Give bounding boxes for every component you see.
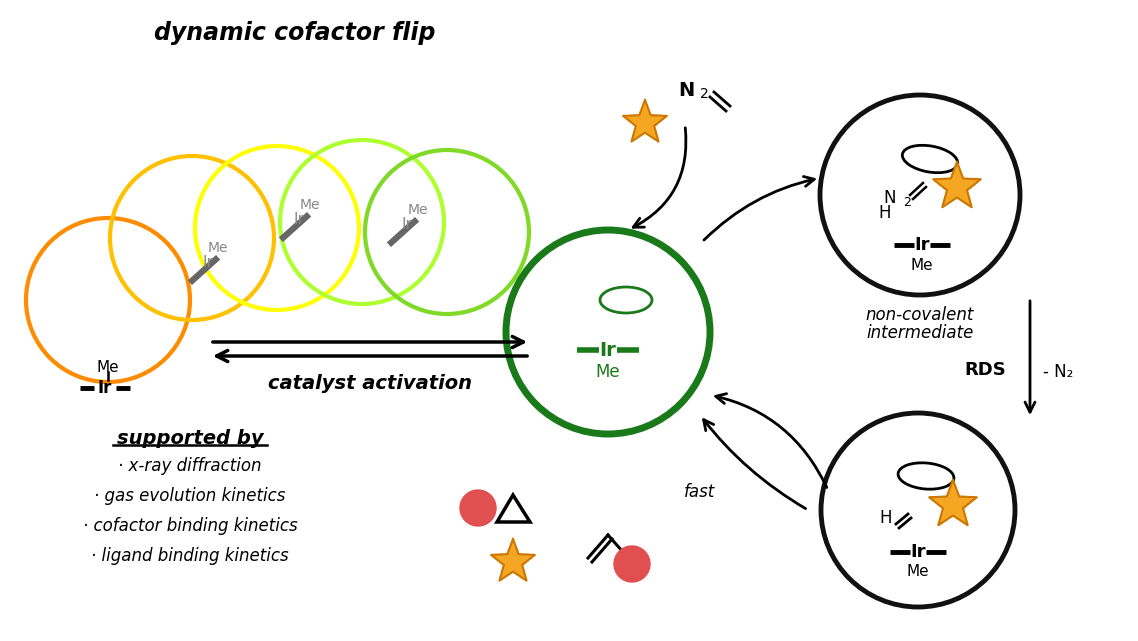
FancyArrowPatch shape	[716, 394, 827, 488]
FancyArrowPatch shape	[704, 176, 815, 240]
Circle shape	[460, 490, 496, 526]
Text: dynamic cofactor flip: dynamic cofactor flip	[155, 21, 436, 45]
Text: H: H	[879, 204, 891, 222]
Text: N: N	[884, 189, 897, 207]
Circle shape	[615, 546, 650, 582]
Text: Ir: Ir	[203, 254, 214, 269]
Text: · cofactor binding kinetics: · cofactor binding kinetics	[83, 517, 297, 535]
Text: Ir: Ir	[294, 212, 305, 226]
Polygon shape	[492, 539, 535, 581]
Text: catalyst activation: catalyst activation	[269, 374, 472, 392]
Text: Ir: Ir	[600, 340, 617, 360]
Text: N: N	[678, 81, 694, 99]
Text: · gas evolution kinetics: · gas evolution kinetics	[94, 487, 286, 505]
Text: Me: Me	[595, 363, 620, 381]
Text: · ligand binding kinetics: · ligand binding kinetics	[91, 547, 289, 565]
Text: non-covalent: non-covalent	[866, 306, 974, 324]
FancyArrowPatch shape	[1025, 301, 1034, 412]
Polygon shape	[930, 480, 976, 525]
Text: Me: Me	[97, 360, 119, 374]
Text: fast: fast	[684, 483, 716, 501]
Text: Ir: Ir	[402, 217, 412, 231]
Text: supported by: supported by	[117, 428, 263, 447]
Text: Me: Me	[299, 198, 320, 212]
Text: intermediate: intermediate	[866, 324, 974, 342]
Text: H: H	[880, 509, 892, 527]
Text: 2: 2	[902, 196, 910, 209]
Text: Ir: Ir	[910, 543, 925, 561]
Text: Me: Me	[910, 258, 933, 272]
Text: Me: Me	[208, 241, 229, 255]
Text: · x-ray diffraction: · x-ray diffraction	[118, 457, 262, 475]
Text: RDS: RDS	[964, 361, 1006, 379]
Text: Ir: Ir	[98, 379, 113, 397]
FancyArrowPatch shape	[703, 420, 806, 508]
Text: - N₂: - N₂	[1042, 363, 1073, 381]
Text: 2: 2	[700, 87, 709, 101]
Text: Me: Me	[407, 203, 428, 217]
FancyArrowPatch shape	[633, 128, 686, 228]
Text: Ir: Ir	[914, 236, 930, 254]
Polygon shape	[624, 100, 667, 142]
Polygon shape	[933, 162, 981, 207]
Text: Me: Me	[907, 565, 930, 579]
